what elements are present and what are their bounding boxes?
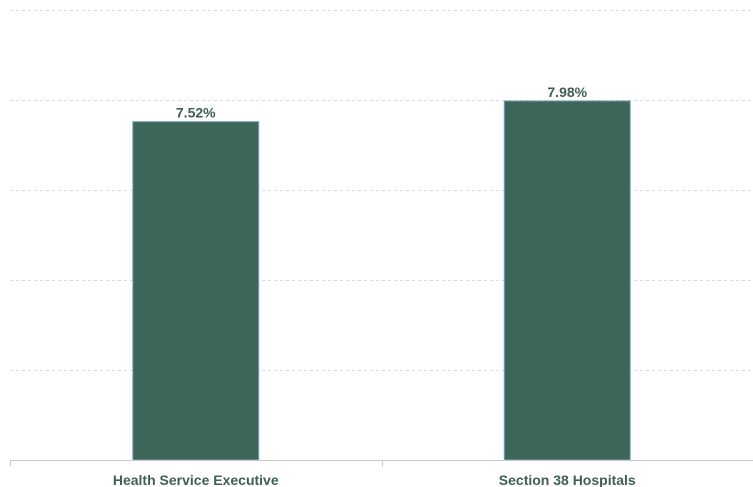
gridlines xyxy=(10,10,753,371)
bars xyxy=(132,100,631,461)
data-label-1: 7.52% xyxy=(176,105,216,121)
category-label-2: Section 38 Hospitals xyxy=(499,472,636,487)
category-label-1: Health Service Executive xyxy=(113,472,279,487)
bar-2 xyxy=(503,100,631,461)
data-label-2: 7.98% xyxy=(547,84,587,100)
bar-1 xyxy=(132,121,260,461)
labels: 7.52% Health Service Executive 7.98% Sectio… xyxy=(113,84,636,487)
x-axis xyxy=(10,460,753,466)
